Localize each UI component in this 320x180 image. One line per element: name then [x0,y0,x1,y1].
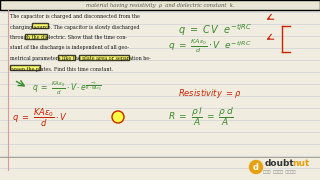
Text: $\mathit{q}\ =\ \frac{KA\varepsilon_0}{d}\cdot V\ \ e^{-t/RC}$: $\mathit{q}\ =\ \frac{KA\varepsilon_0}{d… [168,37,252,55]
FancyBboxPatch shape [10,65,40,70]
FancyBboxPatch shape [0,0,320,10]
Text: nut: nut [292,159,309,168]
Text: charging source. The capacitor is slowly discharged: charging source. The capacitor is slowly… [10,24,140,30]
Circle shape [112,111,124,123]
Text: পড়ো  শেখো  জানো: পড়ো শেখো জানো [263,170,295,174]
Text: $\mathit{Resistivity}\ =\rho$: $\mathit{Resistivity}\ =\rho$ [178,87,241,100]
FancyBboxPatch shape [32,23,48,28]
Text: material having resistivity  ρ  and dielectric constant  k.: material having resistivity ρ and dielec… [86,3,234,8]
Text: d: d [253,163,259,172]
FancyBboxPatch shape [25,33,47,39]
Text: through the dielectric. Show that the time con-: through the dielectric. Show that the ti… [10,35,127,40]
Text: doubt: doubt [265,159,295,168]
Text: $\mathit{q}\ =\ C\,V\ \ e^{-t/RC}$: $\mathit{q}\ =\ C\,V\ \ e^{-t/RC}$ [178,22,252,38]
Text: metrical parameters like the plate area or separation be-: metrical parameters like the plate area … [10,56,151,61]
Text: $\mathit{q}\ =\ \frac{KA\varepsilon_0}{d}\cdot V\cdot e^{\frac{-t}{R\cdot KA\var: $\mathit{q}\ =\ \frac{KA\varepsilon_0}{d… [32,80,102,97]
FancyBboxPatch shape [58,55,75,60]
Text: stant of the discharge is independent of all geo-: stant of the discharge is independent of… [10,46,129,51]
Circle shape [250,161,262,174]
FancyBboxPatch shape [79,55,129,60]
Text: $R\ =\ \dfrac{\rho\,l}{A}\ =\ \dfrac{\rho\,d}{A}$: $R\ =\ \dfrac{\rho\,l}{A}\ =\ \dfrac{\rh… [168,105,234,128]
Text: The capacitor is charged and disconnected from the: The capacitor is charged and disconnecte… [10,14,140,19]
Text: $\mathit{q}\ =\ \dfrac{KA\varepsilon_0}{d}\cdot V$: $\mathit{q}\ =\ \dfrac{KA\varepsilon_0}{… [12,107,68,129]
Text: tween the plates. Find this time constant.: tween the plates. Find this time constan… [10,66,113,71]
